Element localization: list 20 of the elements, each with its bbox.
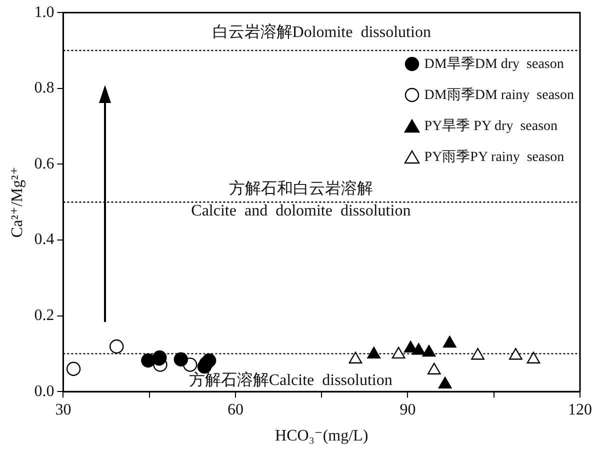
annotation: 白云岩溶解Dolomite dissolution: [212, 22, 431, 41]
x-tick-label: 120: [568, 401, 592, 418]
y-tick-label: 0.6: [34, 155, 54, 172]
legend-label: DM旱季DM dry season: [424, 56, 564, 72]
annotation: Calcite and dolomite dissolution: [191, 202, 411, 220]
legend-label: PY旱季 PY dry season: [424, 118, 558, 134]
y-tick-label: 1.0: [34, 4, 54, 21]
annotation: 方解石和白云岩溶解: [228, 179, 373, 198]
legend-label: PY雨季PY rainy season: [424, 148, 564, 166]
y-tick-label: 0.2: [34, 307, 54, 324]
y-tick-label: 0.8: [34, 80, 54, 97]
y-tick-label: 0.4: [34, 231, 54, 248]
legend-label: DM雨季DM rainy season: [424, 86, 574, 104]
y-tick-label: 0.0: [34, 382, 54, 400]
annotation: 方解石溶解Calcite dissolution: [188, 370, 392, 389]
y-axis-title: Ca²⁺/Mg²⁺: [8, 166, 26, 238]
x-tick-label: 30: [55, 401, 72, 418]
x-tick-label: 90: [400, 401, 416, 418]
x-axis-title: HCO₃⁻(mg/L): [275, 428, 368, 445]
x-tick-label: 60: [227, 401, 244, 418]
